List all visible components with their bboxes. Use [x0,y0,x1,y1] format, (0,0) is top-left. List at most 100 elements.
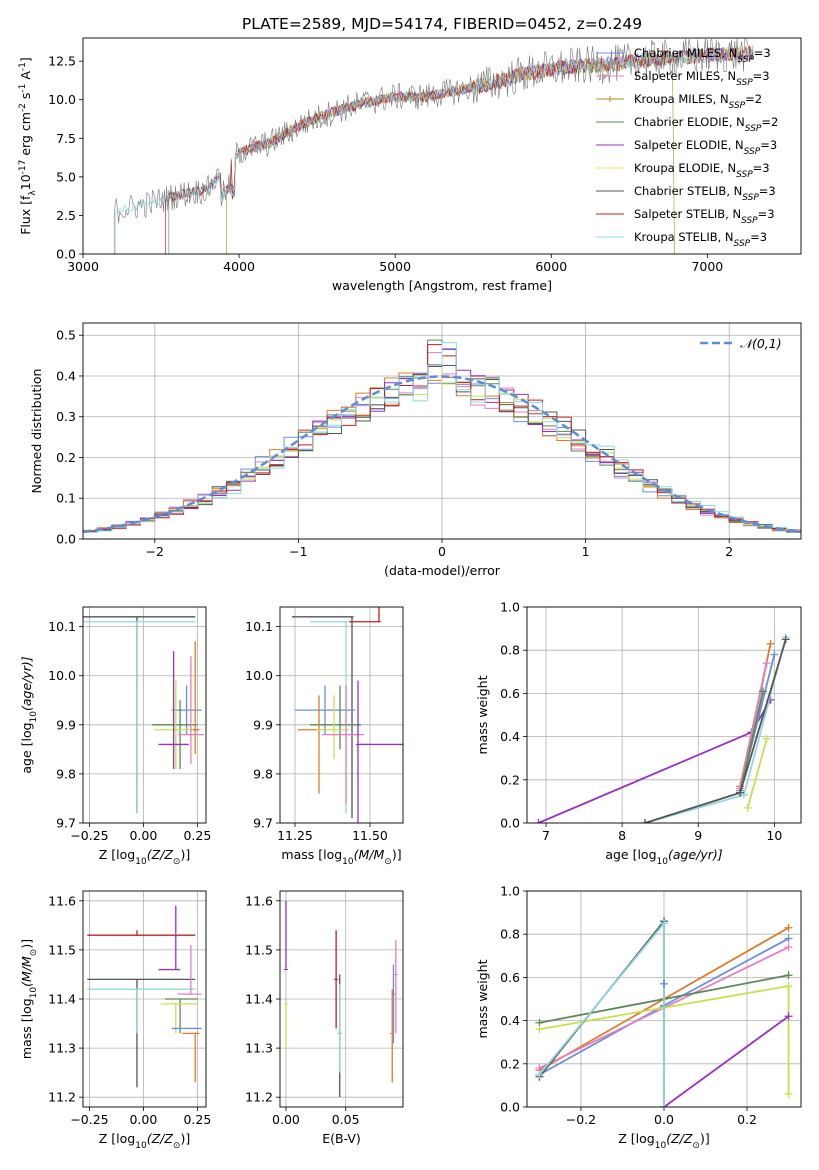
x-axis-label: E(B-V) [322,1131,361,1146]
legend-entry: Chabrier ELODIE, NSSP=2 [634,115,778,134]
data-point [784,943,793,952]
label-part: ⊙ [29,949,39,957]
y-tick-label: 0.0 [56,247,76,262]
y-axis-label: mass weight [475,675,490,754]
data-point [781,635,790,644]
x-axis-label: Z [log10(Z/Z⊙)] [618,1131,709,1151]
x-tick-label: 8 [618,828,626,843]
y-tick-label: 10.0 [48,92,76,107]
y-tick-label: 0.5 [56,328,76,343]
x-tick-label: 1 [582,544,590,559]
legend-entry: Salpeter STELIB, NSSP=3 [634,207,775,226]
label-part: SSP [734,239,751,249]
label-part: =3 [753,69,770,83]
x-tick-label: −0.25 [70,1112,108,1127]
x-tick-label: −0.25 [70,828,108,843]
axes-frame [82,606,207,824]
label-part: (Z/Z [147,847,174,862]
x-tick-label: 0.00 [129,1112,157,1127]
data-point [535,1070,544,1079]
y-axis-label: Flux [fλ10-17 erg cm-2 s-1 A-1] [18,57,38,235]
data-point [758,687,767,696]
y-tick-label: 0.4 [56,368,76,383]
y-tick-label: 0.6 [500,686,520,701]
y-tick-label: 11.5 [48,942,76,957]
label-part: =3 [758,207,775,221]
label-part: SSP [742,193,759,203]
x-tick-label: 2 [725,544,733,559]
label-part: erg cm [18,112,33,160]
label-part: =3 [750,230,767,244]
label-part: SSP [729,101,746,111]
y-tick-label: 11.4 [245,992,273,1007]
label-part: (age/yr)] [668,847,723,862]
x-axis-label: mass [log10(M/M⊙)] [281,847,401,867]
x-tick-label: −1 [289,544,307,559]
y-tick-label: 5.0 [56,169,76,184]
label-part: =3 [754,46,771,60]
legend-entry: Chabrier STELIB, NSSP=3 [634,184,776,203]
label-part: SSP [745,124,762,134]
label-part: =3 [759,184,776,198]
label-part: Normed distribution [29,369,44,494]
series-line [746,738,768,809]
y-tick-label: 1.0 [500,600,520,615]
data-point [535,1025,544,1034]
data-point [784,971,793,980]
data-point [784,923,793,932]
label-part: Chabrier MILES, N [634,46,737,60]
label-part: 10 [657,857,669,867]
x-tick-label: 4000 [223,259,255,274]
label-part: Z [log [99,847,135,862]
label-part: ] [18,57,33,62]
y-tick-label: 10.1 [48,619,76,634]
plot-content [292,607,403,823]
data-point [784,982,793,991]
y-tick-label: 11.3 [48,1041,76,1056]
y-tick-label: 0.8 [500,643,520,658]
y-axis-label: age [log10(age/yr)] [19,656,39,773]
x-tick-label: 10 [766,828,782,843]
x-tick-label: 0.05 [332,1112,360,1127]
data-point [784,1090,793,1099]
y-tick-label: 0.2 [500,772,520,787]
legend-entry: Kroupa MILES, NSSP=2 [634,92,762,111]
plot-content [83,339,801,539]
plot-area [83,607,206,823]
y-tick-label: 7.5 [56,131,76,146]
y-tick-label: 11.5 [245,942,273,957]
legend-entry: Salpeter ELODIE, NSSP=3 [634,138,777,157]
y-tick-label: 0.0 [500,1100,520,1115]
y-tick-label: 1.0 [500,884,520,899]
y-tick-label: 9.7 [56,816,76,831]
y-axis-label: mass [log10(M/M⊙)] [19,939,39,1059]
plot-content [87,905,202,1088]
y-tick-label: 0.0 [56,532,76,547]
label-part: SSP [736,170,753,180]
label-part: mass [log [281,847,342,862]
label-part: Kroupa MILES, N [634,92,729,106]
label-part: mass weight [475,959,490,1038]
data-point [743,803,752,812]
x-axis-label: Z [log10(Z/Z⊙)] [99,847,190,867]
y-tick-label: 11.6 [245,893,273,908]
label-part: Kroupa STELIB, N [634,230,734,244]
label-part: -1 [18,62,28,71]
plot-content [535,917,793,1107]
label-part: ⊙ [692,1141,700,1151]
y-tick-label: 11.4 [48,992,76,1007]
label-part: 10 [135,1141,147,1151]
age-vs-metallicity-panel: −0.25 0.00 0.259.79.89.910.010.1Z [log10(Z… [19,606,211,867]
normal-curve [83,375,801,534]
legend-entry: Kroupa ELODIE, NSSP=3 [634,161,770,180]
data-point [640,819,649,823]
y-tick-label: 10.0 [48,668,76,683]
data-point [660,919,668,928]
spectrum-trace [115,46,755,254]
y-tick-label: 0.3 [56,409,76,424]
y-tick-label: 10.1 [245,619,273,634]
x-tick-label: 11.25 [277,828,313,843]
label-part: 10 [135,857,147,867]
